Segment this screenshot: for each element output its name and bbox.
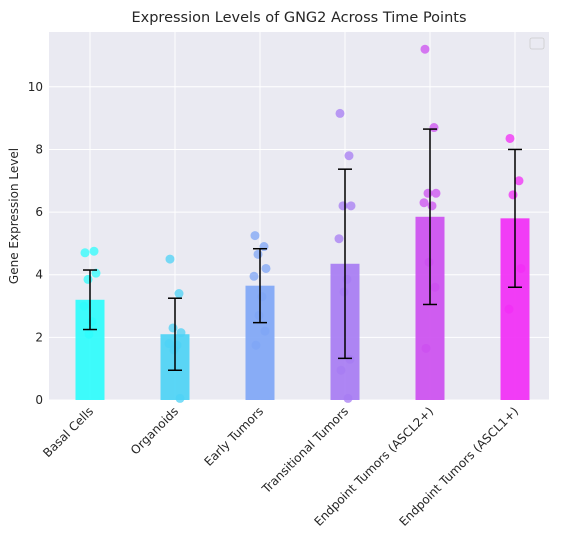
y-tick-label: 0 [35, 393, 43, 407]
data-point [343, 275, 352, 284]
x-tick-label: Early Tumors [201, 404, 266, 469]
y-tick-label: 6 [35, 205, 43, 219]
data-point [420, 198, 429, 207]
data-point [166, 255, 175, 264]
data-point [431, 283, 440, 292]
data-point [262, 264, 271, 273]
data-point [88, 317, 97, 326]
data-point [251, 231, 260, 240]
data-point [347, 201, 356, 210]
data-point [505, 305, 514, 314]
data-point [90, 247, 99, 256]
chart-title: Expression Levels of GNG2 Across Time Po… [131, 10, 466, 26]
y-tick-label: 10 [28, 80, 43, 94]
data-point [509, 190, 518, 199]
x-tick-label: Transitional Tumors [259, 404, 352, 497]
data-point [80, 302, 89, 311]
data-point [422, 344, 431, 353]
data-point [339, 201, 348, 210]
data-point [84, 275, 93, 284]
x-tick-label: Basal Cells [40, 404, 96, 460]
data-point [261, 327, 270, 336]
y-tick-label: 4 [35, 268, 43, 282]
data-point [425, 258, 434, 267]
data-point [517, 264, 526, 273]
data-point [254, 250, 263, 259]
data-point [337, 366, 346, 375]
data-point [432, 189, 441, 198]
data-point [169, 323, 178, 332]
data-point [170, 345, 179, 354]
data-point [344, 394, 353, 403]
data-point [85, 330, 94, 339]
data-point [424, 189, 433, 198]
data-point [176, 394, 185, 403]
data-point [428, 201, 437, 210]
data-point [421, 45, 430, 54]
data-point [335, 234, 344, 243]
data-point [252, 341, 261, 350]
data-point [175, 289, 184, 298]
data-point [336, 109, 345, 118]
x-tick-labels: Basal Cells Organoids Early TumorsTransiti… [40, 404, 521, 529]
legend-box [530, 38, 544, 49]
data-point [250, 272, 259, 281]
x-tick-label: Organoids [128, 404, 181, 457]
y-tick-label: 8 [35, 142, 43, 156]
data-point [258, 292, 267, 301]
data-point [177, 328, 186, 337]
data-point [260, 242, 269, 251]
y-tick-labels: 0 2 4 6 8 10 [28, 80, 43, 407]
data-point [515, 176, 524, 185]
data-point [81, 248, 90, 257]
data-point [345, 151, 354, 160]
data-point [506, 134, 515, 143]
data-point [346, 355, 355, 364]
y-tick-label: 2 [35, 330, 43, 344]
data-point [255, 311, 264, 320]
data-point [340, 287, 349, 296]
y-axis-label: Gene Expression Level [7, 148, 21, 284]
data-point [430, 123, 439, 132]
